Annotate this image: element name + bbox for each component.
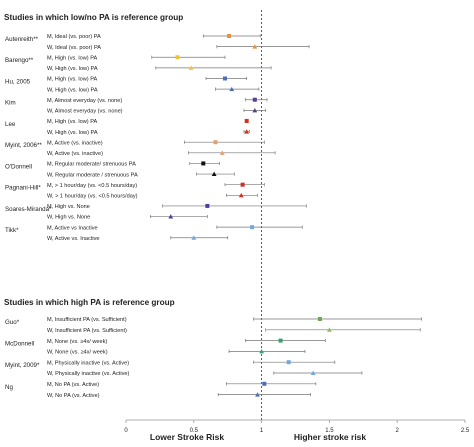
group-heading: Studies in which low/no PA is reference … <box>4 13 183 22</box>
study-name: Pagnani-Hill* <box>5 185 41 192</box>
point-estimate-triangle <box>327 327 332 332</box>
x-tick-label: 1.5 <box>325 428 334 434</box>
point-estimate-square <box>244 118 249 123</box>
point-estimate-square <box>252 97 257 102</box>
row-label: M, High (vs. low) PA <box>47 119 98 125</box>
row-label: W, Physically inactive (vs. Active) <box>47 371 130 377</box>
point-estimate-triangle <box>259 349 264 354</box>
x-tick-label: 1 <box>260 428 264 434</box>
row-label: W, High (vs. low) PA <box>47 87 98 93</box>
study-name: Soares-Miranda* <box>5 206 52 213</box>
study-name: Hu, 2005 <box>5 78 31 85</box>
x-axis-label-left: Lower Stroke Risk <box>150 432 224 442</box>
study-name: Myint, 2009* <box>5 362 40 369</box>
study-name: Ng <box>5 384 13 391</box>
x-tick-label: 2 <box>396 428 400 434</box>
row-label: M, High vs. None <box>47 204 90 210</box>
row-label: M, Insufficient PA (vs. Sufficient) <box>47 317 127 323</box>
row-label: M, Active (vs. inactive) <box>47 140 103 146</box>
row-label: M, Ideal (vs. poor) PA <box>47 34 101 40</box>
point-estimate-triangle <box>238 192 244 198</box>
point-estimate-square <box>213 140 218 145</box>
study-name: McDonnell <box>5 341 34 348</box>
x-tick-label: 0 <box>124 428 128 434</box>
study-name: O'Donnell <box>5 163 32 170</box>
row-label: W, High vs. None <box>47 215 90 221</box>
point-estimate-triangle <box>211 171 217 177</box>
point-estimate-square <box>317 317 322 321</box>
study-name: Autenreith** <box>5 36 39 43</box>
point-estimate-square <box>201 161 206 166</box>
row-label: M, None (vs. ≥4x/ week) <box>47 339 107 345</box>
row-label: W, No PA (vs. Active) <box>47 393 100 399</box>
row-label: M, Regular moderate/ strenuous PA <box>47 162 136 168</box>
row-label: M, No PA (vs. Active) <box>47 382 99 388</box>
point-estimate-triangle <box>255 392 260 397</box>
point-estimate-square <box>262 381 267 386</box>
study-name: Tikk* <box>5 227 19 234</box>
point-estimate-square <box>278 338 283 343</box>
point-estimate-triangle <box>252 44 258 49</box>
row-label: W, None (vs. ≥4x/ week) <box>47 350 108 356</box>
row-label: M, High (vs. low) PA <box>47 77 98 83</box>
study-name: Myint, 2006** <box>5 142 42 149</box>
point-estimate-square <box>240 182 245 187</box>
row-label: W, Ideal (vs. poor) PA <box>47 45 101 51</box>
point-estimate-square <box>222 76 227 81</box>
x-axis-label-right: Higher stroke risk <box>294 432 367 442</box>
row-label: W, High (vs. low) PA <box>47 130 98 136</box>
point-estimate-square <box>227 34 232 38</box>
point-estimate-square <box>205 203 210 208</box>
point-estimate-triangle <box>310 370 316 375</box>
study-name: Kim <box>5 100 16 107</box>
row-label: M, Physically inactive (vs. Active) <box>47 360 129 366</box>
point-estimate-triangle <box>229 86 235 92</box>
group-heading: Studies in which high PA is reference gr… <box>4 298 175 307</box>
x-tick-label: 0.5 <box>190 428 199 434</box>
point-estimate-triangle <box>191 235 197 240</box>
row-label: W, Active vs. Inactive <box>47 236 100 242</box>
point-estimate-triangle <box>168 214 174 219</box>
row-label: W, > 1 hour/day (vs. <0.5 hours/day) <box>47 194 138 200</box>
row-label: W, Regular moderate / strenuous PA <box>47 172 138 178</box>
study-name: Guo* <box>5 319 20 326</box>
point-estimate-square <box>175 55 180 60</box>
row-label: M, Active vs Inactive <box>47 225 98 231</box>
study-name: Lee <box>5 121 16 128</box>
point-estimate-triangle <box>252 107 258 113</box>
point-estimate-triangle <box>188 65 194 70</box>
row-label: M, Almost everyday (vs. none) <box>47 98 122 104</box>
point-estimate-square <box>286 360 291 365</box>
point-estimate-triangle <box>219 150 225 155</box>
row-label: W, Almost everyday (vs. none) <box>47 109 123 115</box>
row-label: W, High (vs. low) PA <box>47 66 98 72</box>
point-estimate-triangle <box>244 129 250 134</box>
row-label: M, High (vs. low) PA <box>47 55 98 61</box>
row-label: W, Active (vs. inactive) <box>47 151 103 157</box>
row-label: W, Insufficient PA (vs. Sufficient) <box>47 328 127 334</box>
x-tick-label: 2.5 <box>461 428 470 434</box>
point-estimate-square <box>250 225 255 230</box>
study-name: Barengo** <box>5 57 34 64</box>
row-label: M, > 1 hour/day (vs. <0.5 hours/day) <box>47 183 137 189</box>
